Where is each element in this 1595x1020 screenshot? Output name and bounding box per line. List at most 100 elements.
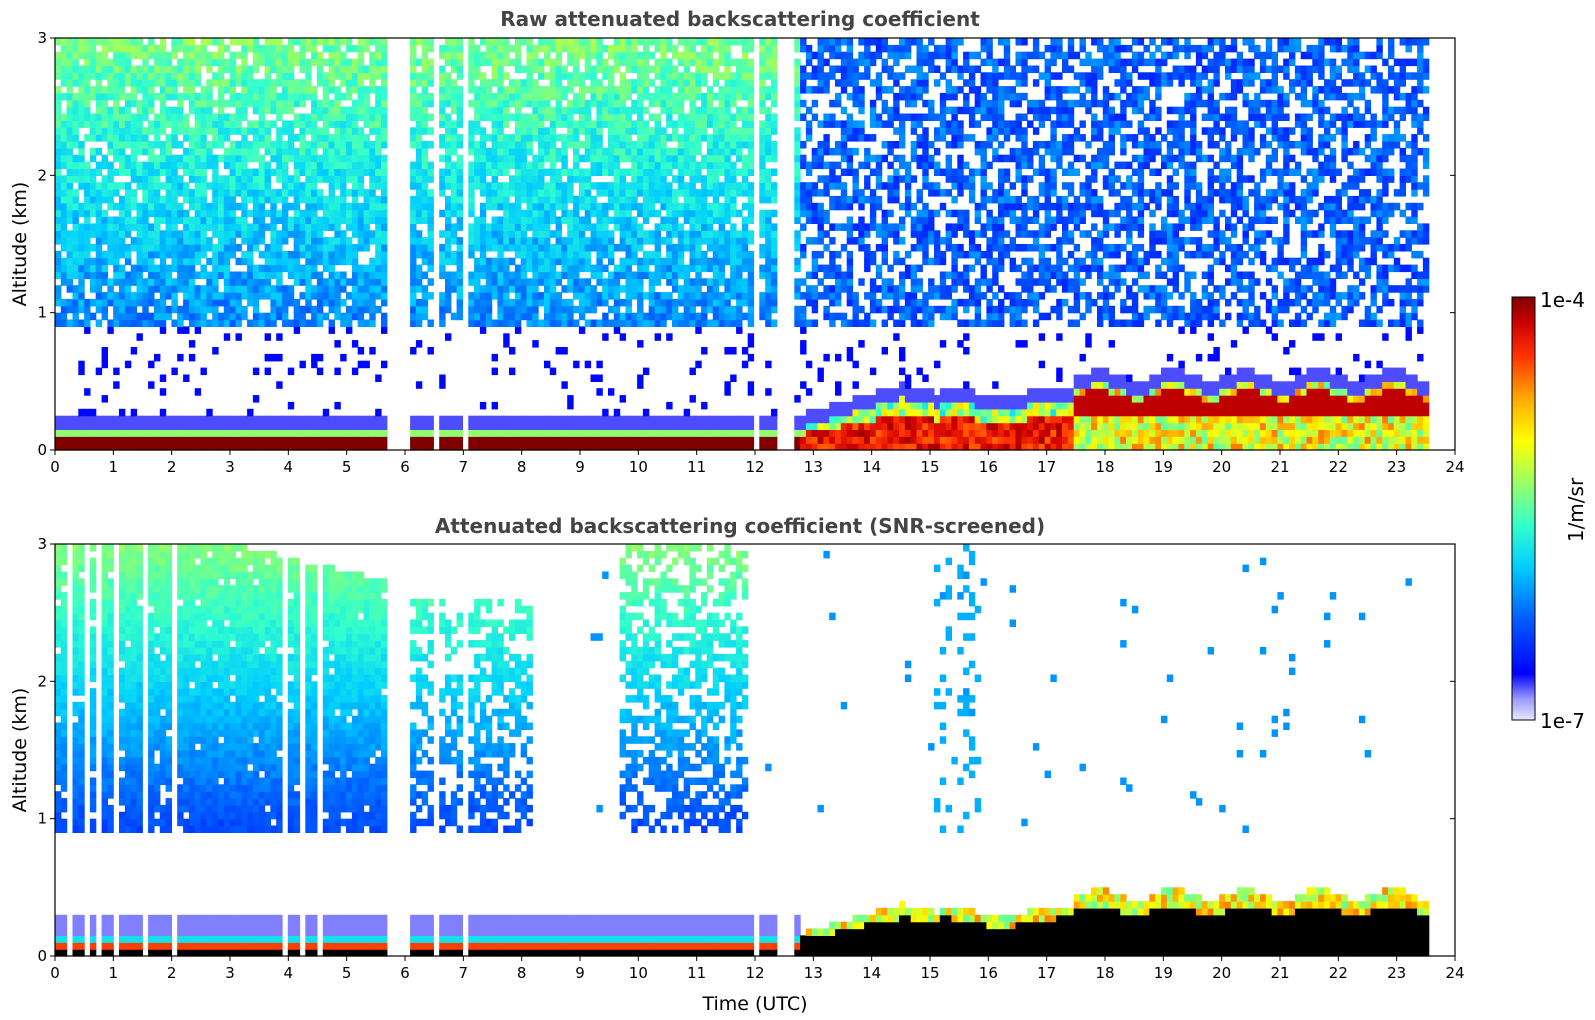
heatmap-cell [66,271,73,279]
heatmap-cell [672,154,679,163]
heatmap-cell [608,250,615,259]
heatmap-cell [299,58,306,67]
heatmap-cell [188,298,196,307]
heatmap-cell [84,216,91,224]
heatmap-cell [177,436,184,444]
heatmap-cell [235,312,242,321]
heatmap-cell [381,161,388,170]
heatmap-cell [706,216,714,224]
heatmap-cell [381,415,388,424]
heatmap-cell [450,285,458,293]
heatmap-cell [421,79,429,87]
heatmap-cell [252,237,260,245]
heatmap-cell [136,38,143,46]
heatmap-cell [89,264,97,273]
heatmap-cell [474,58,481,67]
heatmap-cell [555,443,562,451]
heatmap-cell [741,278,749,286]
heatmap-cell [648,134,656,142]
heatmap-cell [730,257,737,266]
heatmap-cell [741,182,749,190]
heatmap-cell [154,189,161,197]
heatmap-cell [188,92,196,101]
heatmap-cell [252,292,260,300]
heatmap-cell [194,106,202,115]
heatmap-cell [311,189,318,197]
heatmap-cell [159,147,167,156]
heatmap-cell [66,86,73,94]
heatmap-cell [200,209,207,218]
heatmap-cell [159,374,167,382]
heatmap-cell [148,141,155,149]
heatmap-cell [538,175,545,183]
heatmap-cell [107,415,114,424]
heatmap-cell [171,285,178,293]
heatmap-cell [316,154,324,163]
heatmap-cell [468,38,475,46]
heatmap-cell [619,113,626,121]
heatmap-cell [567,120,574,128]
heatmap-cell [730,86,737,94]
heatmap-cell [544,195,551,204]
heatmap-cell [119,92,126,101]
heatmap-cell [322,120,330,128]
heatmap-cell [456,44,463,53]
heatmap-cell [247,264,254,273]
heatmap-cell [287,223,295,231]
heatmap-cell [264,209,271,218]
heatmap-cell [72,92,79,101]
heatmap-cell [555,250,562,259]
heatmap-cell [765,182,772,190]
heatmap-cell [596,360,603,369]
heatmap-cell [736,278,743,286]
heatmap-cell [642,92,650,101]
heatmap-cell [666,278,673,286]
heatmap-cell [765,278,772,286]
heatmap-cell [316,422,324,430]
heatmap-cell [497,147,504,156]
heatmap-cell [794,312,801,321]
heatmap-cell [229,278,236,286]
heatmap-cell [619,182,626,190]
heatmap-cell [759,72,766,80]
heatmap-cell [369,305,376,314]
heatmap-cell [351,106,359,115]
heatmap-cell [706,44,714,53]
heatmap-cell [415,182,423,190]
heatmap-cell [287,429,295,437]
heatmap-cell [235,230,242,238]
heatmap-cell [206,79,213,87]
heatmap-cell [555,182,562,190]
heatmap-cell [584,319,592,327]
heatmap-cell [101,230,108,238]
heatmap-cell [136,285,143,293]
heatmap-cell [800,202,807,211]
heatmap-cell [159,305,167,314]
heatmap-cell [619,271,626,279]
heatmap-cell [183,292,190,300]
heatmap-cell [113,312,120,321]
heatmap-cell [171,175,178,183]
heatmap-cell [235,189,242,197]
heatmap-cell [741,360,749,369]
heatmap-cell [154,285,161,293]
heatmap-cell [357,44,365,53]
heatmap-cell [794,154,801,163]
heatmap-cell [532,120,539,128]
heatmap-cell [642,161,650,170]
heatmap-cell [159,209,167,218]
heatmap-cell [759,244,766,252]
heatmap-cell [666,168,673,176]
heatmap-cell [72,422,79,430]
heatmap-cell [101,347,108,355]
heatmap-cell [555,134,562,142]
heatmap-cell [736,72,743,80]
heatmap-cell [247,182,254,190]
heatmap-cell [212,189,219,197]
heatmap-cell [741,189,749,197]
heatmap-cell [119,264,126,273]
heatmap-cell [322,415,330,424]
heatmap-cell [456,216,463,224]
heatmap-cell [328,415,335,424]
heatmap-cell [188,278,196,286]
